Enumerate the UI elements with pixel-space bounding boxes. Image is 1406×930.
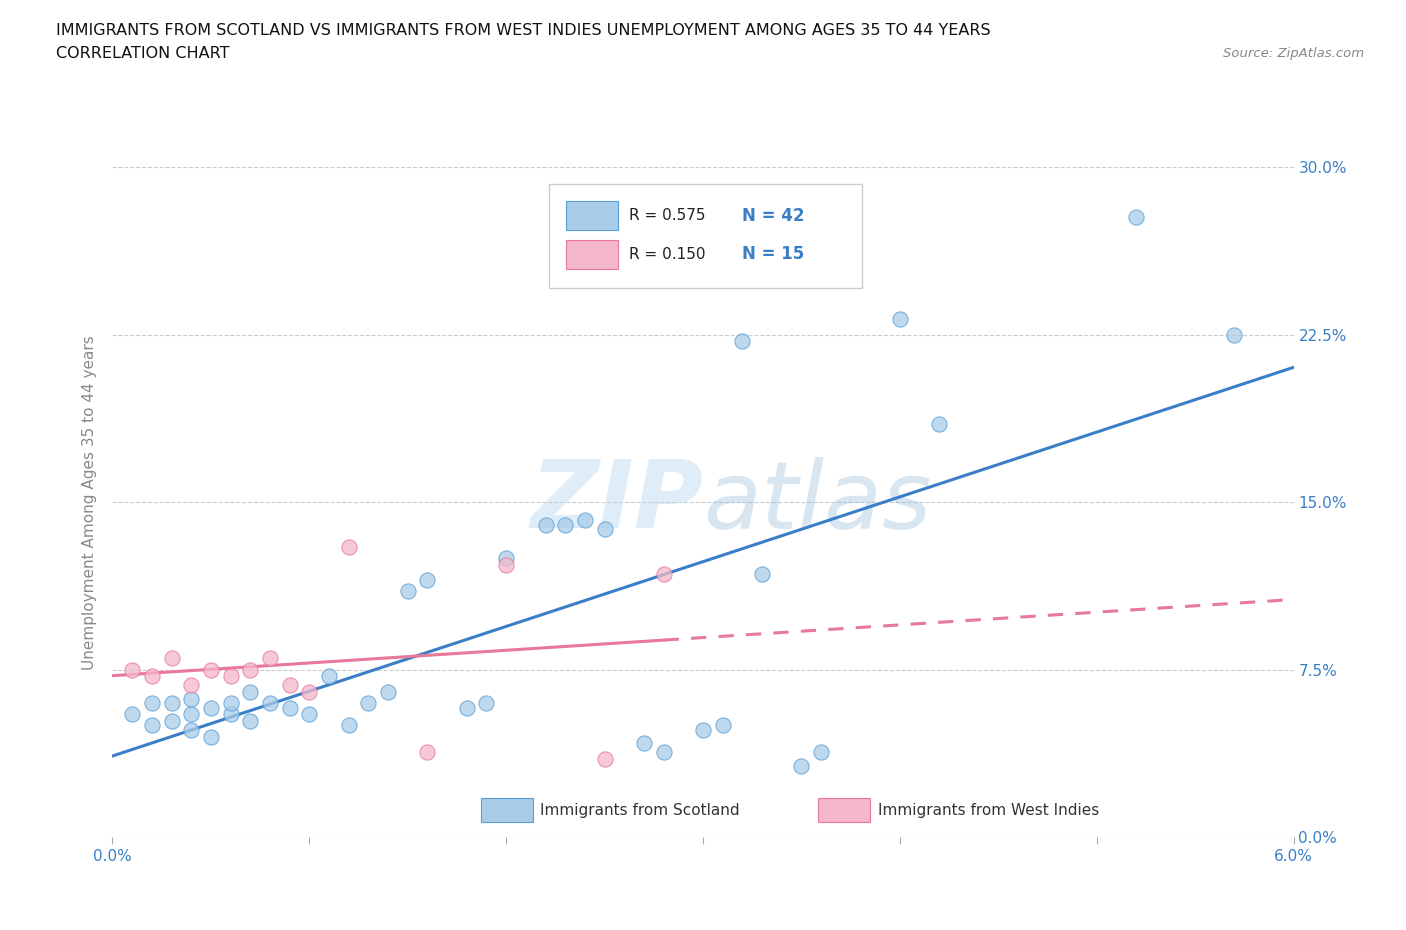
Point [298,707,321,722]
Point [790,758,813,773]
Point [554,517,576,532]
Point [357,696,380,711]
Point [141,696,163,711]
FancyBboxPatch shape [567,240,619,269]
Point [475,696,498,711]
Point [180,678,202,693]
Point [574,512,596,527]
Text: N = 15: N = 15 [742,246,804,263]
Point [180,707,202,722]
Point [337,539,360,554]
Point [416,745,439,760]
Point [731,334,754,349]
Point [180,691,202,706]
Point [810,745,832,760]
Point [337,718,360,733]
Point [593,751,616,766]
Point [495,551,517,565]
Point [160,713,183,728]
Point [219,696,242,711]
FancyBboxPatch shape [481,798,533,822]
Text: R = 0.150: R = 0.150 [628,247,704,262]
Point [751,566,773,581]
Point [200,662,222,677]
Point [219,669,242,684]
Point [259,696,281,711]
Point [219,707,242,722]
FancyBboxPatch shape [550,184,862,288]
Text: Source: ZipAtlas.com: Source: ZipAtlas.com [1223,46,1364,60]
Point [200,729,222,744]
Point [711,718,734,733]
Point [259,651,281,666]
Point [1125,209,1147,224]
Text: N = 42: N = 42 [742,206,804,225]
Point [278,700,301,715]
Point [239,713,262,728]
Point [889,312,911,326]
Point [495,557,517,572]
Point [278,678,301,693]
Point [121,662,143,677]
Text: R = 0.575: R = 0.575 [628,208,704,223]
Point [456,700,478,715]
Point [652,745,675,760]
Text: CORRELATION CHART: CORRELATION CHART [56,46,229,61]
Point [141,718,163,733]
Point [160,696,183,711]
Text: atlas: atlas [703,457,931,548]
Point [692,723,714,737]
Point [928,417,950,432]
FancyBboxPatch shape [567,201,619,231]
Text: Immigrants from Scotland: Immigrants from Scotland [540,803,740,817]
Point [160,651,183,666]
Point [416,573,439,588]
Text: IMMIGRANTS FROM SCOTLAND VS IMMIGRANTS FROM WEST INDIES UNEMPLOYMENT AMONG AGES : IMMIGRANTS FROM SCOTLAND VS IMMIGRANTS F… [56,23,991,38]
Y-axis label: Unemployment Among Ages 35 to 44 years: Unemployment Among Ages 35 to 44 years [82,335,97,670]
Point [200,700,222,715]
Point [180,723,202,737]
Point [141,669,163,684]
FancyBboxPatch shape [817,798,869,822]
Point [1223,327,1246,342]
Point [593,522,616,537]
Point [239,684,262,699]
Text: ZIP: ZIP [530,457,703,548]
Point [396,584,419,599]
Point [318,669,340,684]
Point [239,662,262,677]
Point [652,566,675,581]
Text: Immigrants from West Indies: Immigrants from West Indies [877,803,1099,817]
Point [377,684,399,699]
Point [534,517,557,532]
Point [633,736,655,751]
Point [298,684,321,699]
Point [121,707,143,722]
